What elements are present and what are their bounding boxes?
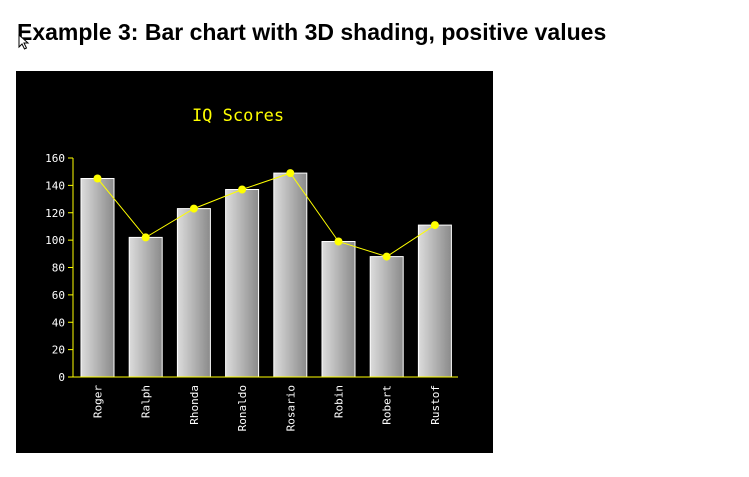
line-marker-robin: [334, 237, 343, 246]
x-tick-label: Robert: [381, 385, 394, 425]
y-tick-label: 120: [45, 207, 65, 220]
bar-rhonda: [176, 208, 211, 378]
line-marker-roger: [93, 174, 102, 183]
line-marker-ronaldo: [238, 185, 247, 194]
chart-title: IQ Scores: [192, 106, 284, 126]
chart-panel: IQ Scores 0 20 40 60 80 100 120 140 160 Roger Ralph…: [16, 71, 493, 453]
y-tick-label: 100: [45, 234, 65, 247]
y-tick-label: 80: [52, 262, 65, 275]
bar-rosario: [273, 172, 308, 378]
y-tick-label: 140: [45, 179, 65, 192]
bar-robert: [369, 256, 404, 378]
line-marker-ralph: [141, 233, 150, 242]
bar-robin: [321, 241, 356, 378]
line-marker-robert: [382, 252, 391, 261]
x-tick-label: Ralph: [140, 385, 153, 418]
page-heading: Example 3: Bar chart with 3D shading, po…: [17, 19, 607, 45]
line-marker-rustof: [430, 221, 439, 230]
x-tick-label: Rosario: [284, 385, 297, 431]
x-tick-label: Roger: [92, 385, 105, 418]
x-tick-label: Rhonda: [188, 385, 201, 425]
x-tick-label: Robin: [333, 385, 346, 418]
bar-ronaldo: [225, 189, 260, 378]
bar-rustof: [417, 224, 452, 378]
line-marker-rosario: [286, 169, 295, 178]
y-tick-label: 40: [52, 316, 65, 329]
bar-ralph: [128, 236, 163, 378]
y-tick-label: 160: [45, 152, 65, 165]
mouse-pointer-icon: [18, 34, 30, 50]
y-tick-label: 0: [58, 371, 65, 384]
bar-chart: IQ Scores 0 20 40 60 80 100 120 140 160 Roger Ralph…: [45, 106, 458, 431]
overlay-line: [97, 172, 436, 258]
y-tick-label: 20: [52, 344, 65, 357]
y-tick-label: 60: [52, 289, 65, 302]
x-tick-label: Ronaldo: [236, 385, 249, 431]
bar-roger: [80, 178, 115, 378]
line-marker-rhonda: [189, 204, 198, 213]
x-tick-label: Rustof: [429, 385, 442, 425]
